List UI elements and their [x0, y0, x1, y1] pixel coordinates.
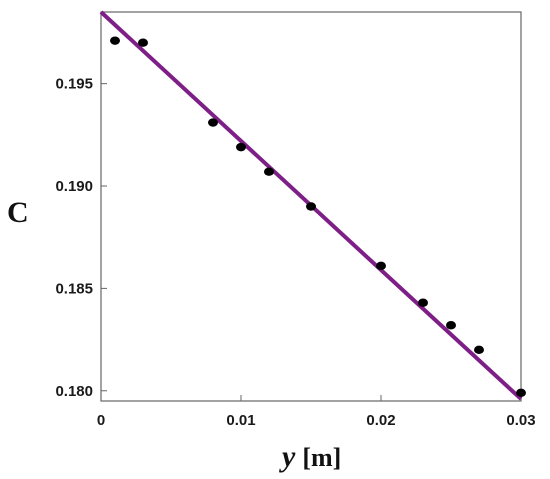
- plot-frame: [100, 11, 522, 402]
- y-tick-label: 0.195: [55, 76, 93, 93]
- x-axis-label-variable: y: [279, 440, 296, 473]
- data-point: [516, 388, 526, 398]
- x-axis-label: y [m]: [279, 440, 341, 473]
- y-tick-label: 0.185: [55, 280, 93, 297]
- data-point: [474, 345, 484, 355]
- data-point: [446, 321, 456, 330]
- x-tick-label: 0.03: [506, 412, 535, 429]
- data-point: [418, 298, 428, 307]
- y-tick-label: 0.190: [55, 178, 93, 195]
- data-point: [208, 118, 218, 127]
- data-point: [138, 38, 148, 47]
- data-point: [306, 202, 316, 211]
- x-tick-label: 0.02: [366, 412, 395, 429]
- data-point: [264, 167, 274, 176]
- y-tick-label: 0.180: [55, 383, 93, 400]
- labels-layer: C y [m]: [7, 196, 341, 473]
- x-tick-label: 0: [97, 412, 105, 429]
- marks-layer: [99, 10, 526, 401]
- x-tick-label: 0.01: [226, 412, 255, 429]
- ticks-layer: 0 0.01 0.02 0.03 0.180 0.185 0.190 0.195: [55, 76, 535, 429]
- data-point: [236, 142, 246, 152]
- data-point: [376, 261, 386, 271]
- x-axis-label-unit: [m]: [302, 443, 341, 472]
- data-point: [110, 36, 120, 45]
- y-axis-label: C: [7, 196, 29, 229]
